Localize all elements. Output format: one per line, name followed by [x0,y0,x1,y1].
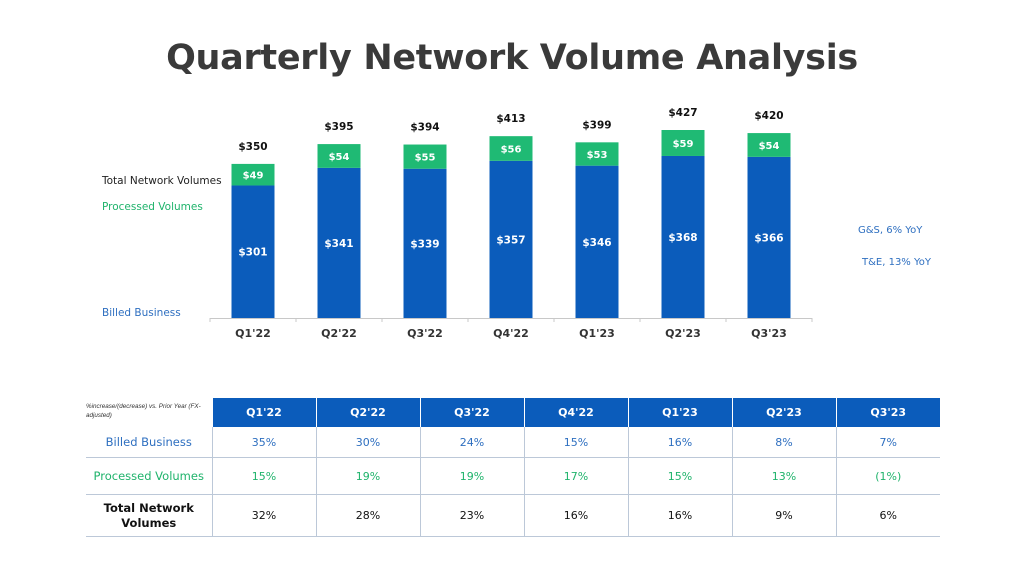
table-cell: 30% [315,427,420,458]
legend-label-billed: Billed Business [102,307,181,319]
table-cell: 7% [835,427,940,458]
table-corner-cell [86,398,212,427]
data-label-total: $394 [410,122,439,134]
data-label-billed: $346 [582,237,611,249]
table-header-q3-22: Q3'22 [419,398,524,427]
data-label-billed: $366 [754,232,783,244]
table-cell: (1%) [835,457,940,495]
bar-processed [661,130,705,156]
table-header-q4-22: Q4'22 [523,398,628,427]
data-label-billed: $339 [410,238,439,250]
bar-billed [661,155,705,318]
table-header-q3-23: Q3'23 [835,398,940,427]
bar-billed [231,185,275,318]
data-label-processed: $59 [673,139,694,150]
data-label-processed: $55 [415,153,436,164]
bar-billed [489,160,533,318]
note-gs-yoy: G&S, 6% YoY [858,225,923,236]
data-label-billed: $301 [238,247,267,259]
data-label-billed: $368 [668,232,697,244]
data-label-total: $427 [668,107,697,119]
bar-billed [403,168,447,318]
data-label-billed: $341 [324,238,353,250]
table-row-billed: Billed Business 35% 30% 24% 15% 16% 8% 7… [86,427,940,458]
x-tick-label: Q3'23 [751,327,787,340]
table-cell: 8% [731,427,836,458]
bar-processed [489,136,533,161]
data-label-processed: $53 [587,150,608,161]
table-header-q2-23: Q2'23 [731,398,836,427]
table-cell: 15% [211,457,316,495]
table-header-q2-22: Q2'22 [315,398,420,427]
x-tick-label: Q1'23 [579,327,615,340]
x-tick-label: Q4'22 [493,327,529,340]
data-label-billed: $357 [496,234,525,246]
data-label-processed: $54 [329,152,350,163]
row-label-billed: Billed Business [86,427,212,458]
table-cell: 16% [627,494,732,537]
data-label-total: $399 [582,119,611,131]
data-label-processed: $56 [501,144,522,155]
table-cell: 15% [523,427,628,458]
table-header-q1-23: Q1'23 [627,398,732,427]
x-tick-label: Q2'22 [321,327,357,340]
data-label-processed: $54 [759,141,780,152]
table-cell: 6% [835,494,940,537]
table-cell: 17% [523,457,628,495]
legend-label-total: Total Network Volumes [102,175,222,187]
table-cell: 19% [315,457,420,495]
bar-processed [403,144,447,169]
table-cell: 16% [523,494,628,537]
x-tick-label: Q2'23 [665,327,701,340]
table-header-row: Q1'22 Q2'22 Q3'22 Q4'22 Q1'23 Q2'23 Q3'2… [86,398,940,427]
table-cell: 13% [731,457,836,495]
bar-processed [317,144,361,168]
table-cell: 19% [419,457,524,495]
table-row-total: Total Network Volumes 32% 28% 23% 16% 16… [86,494,940,537]
table-cell: 16% [627,427,732,458]
bar-billed [575,165,619,318]
table-cell: 24% [419,427,524,458]
table-note: %increase/(decrease) vs. Prior Year (FX-… [86,403,201,419]
table-cell: 35% [211,427,316,458]
x-tick-label: Q1'22 [235,327,271,340]
table-header-q1-22: Q1'22 [211,398,316,427]
bar-processed [747,133,791,157]
bar-billed [747,156,791,318]
stacked-bar-chart: $301 $49 $350 Q1'22 $341 $54 $395 Q2'22 $339 $55 $… [209,107,813,340]
x-tick-label: Q3'22 [407,327,443,340]
table-cell: 32% [211,494,316,537]
table-cell: 23% [419,494,524,537]
page-title: Quarterly Network Volume Analysis [166,38,858,78]
yoy-growth-table: Q1'22 Q2'22 Q3'22 Q4'22 Q1'23 Q2'23 Q3'2… [86,398,940,537]
data-label-total: $420 [754,110,783,122]
row-label-processed: Processed Volumes [86,457,212,495]
note-te-yoy: T&E, 13% YoY [862,257,931,268]
bar-processed [575,142,619,166]
table-cell: 28% [315,494,420,537]
data-label-total: $413 [496,113,525,125]
table-row-processed: Processed Volumes 15% 19% 19% 17% 15% 13… [86,457,940,495]
table-cell: 9% [731,494,836,537]
legend-label-processed: Processed Volumes [102,201,203,213]
bar-billed [317,167,361,318]
table-cell: 15% [627,457,732,495]
data-label-total: $350 [238,141,267,153]
bar-processed [231,163,275,186]
data-label-total: $395 [324,121,353,133]
row-label-total: Total Network Volumes [86,494,212,537]
data-label-processed: $49 [243,171,264,182]
